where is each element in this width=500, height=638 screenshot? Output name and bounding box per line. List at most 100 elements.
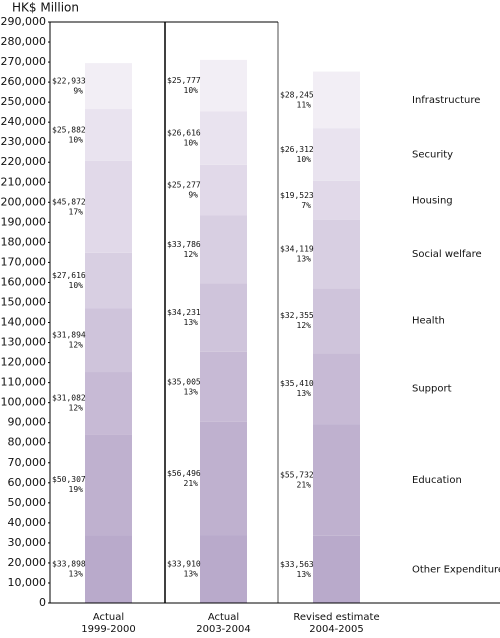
share-label: 10% [184, 86, 199, 95]
y-tick-label: 0 [39, 596, 46, 609]
share-label: 13% [297, 389, 312, 398]
y-tick-label: 130,000 [1, 336, 47, 349]
y-tick-label: 120,000 [1, 356, 47, 369]
share-label: 13% [69, 570, 84, 579]
value-label: $25,777 [167, 76, 201, 85]
y-tick-label: 250,000 [1, 95, 47, 108]
axis-title: HK$ Million [12, 1, 79, 15]
y-tick-label: 40,000 [8, 516, 47, 529]
value-label: $35,410 [280, 379, 314, 388]
value-label: $33,563 [280, 560, 314, 569]
bar-segment [313, 71, 360, 129]
share-label: 12% [69, 341, 84, 350]
y-tick-label: 10,000 [8, 576, 47, 589]
bar-segment [200, 351, 247, 422]
bar-segment [85, 308, 132, 373]
share-label: 13% [297, 570, 312, 579]
share-label: 11% [297, 100, 312, 109]
bar-segment [85, 160, 132, 253]
y-tick-label: 110,000 [1, 376, 47, 389]
y-tick-label: 290,000 [1, 15, 47, 28]
value-label: $35,005 [167, 377, 201, 386]
legend-label: Security [412, 150, 453, 161]
share-label: 13% [184, 570, 199, 579]
share-label: 12% [297, 321, 312, 330]
value-label: $32,355 [280, 311, 314, 320]
y-tick-label: 20,000 [8, 556, 47, 569]
y-tick-label: 170,000 [1, 255, 47, 268]
bar-segment [313, 128, 360, 181]
y-tick-label: 60,000 [8, 476, 47, 489]
y-tick-label: 50,000 [8, 496, 47, 509]
value-label: $34,119 [280, 245, 314, 254]
legend-label: Education [412, 475, 462, 486]
y-tick-label: 220,000 [1, 155, 47, 168]
x-tick-label: Actual 1999-2000 [81, 612, 136, 635]
bar-segment [85, 63, 132, 110]
legend-label: Other Expenditure [412, 564, 500, 575]
value-label: $56,496 [167, 469, 201, 478]
bar-segment [85, 434, 132, 536]
share-label: 9% [73, 87, 83, 96]
share-label: 12% [184, 250, 199, 259]
x-tick-label: Revised estimate 2004-2005 [293, 612, 380, 635]
share-label: 10% [297, 155, 312, 164]
value-label: $28,245 [280, 90, 314, 99]
legend-label: Social welfare [412, 249, 482, 260]
share-label: 21% [184, 479, 199, 488]
share-label: 17% [69, 207, 84, 216]
bar-segment [313, 353, 360, 425]
y-tick-label: 200,000 [1, 195, 47, 208]
bar-segment [200, 111, 247, 165]
share-label: 13% [184, 318, 199, 327]
bar-segment [313, 424, 360, 536]
y-tick-label: 240,000 [1, 115, 47, 128]
y-tick-label: 230,000 [1, 135, 47, 148]
x-tick-label: Actual 2003-2004 [196, 612, 251, 635]
share-label: 10% [69, 281, 84, 290]
share-label: 7% [301, 201, 311, 210]
value-label: $45,872 [52, 197, 86, 206]
bar-segment [85, 252, 132, 309]
value-label: $33,898 [52, 560, 86, 569]
value-label: $31,082 [52, 394, 86, 403]
value-label: $19,523 [280, 191, 314, 200]
share-label: 10% [69, 135, 84, 144]
y-tick-label: 30,000 [8, 536, 47, 549]
legend-label: Housing [412, 195, 453, 206]
share-label: 21% [297, 480, 312, 489]
y-tick-label: 190,000 [1, 215, 47, 228]
bar-segment [313, 180, 360, 220]
y-tick-label: 210,000 [1, 175, 47, 188]
y-tick-label: 90,000 [8, 416, 47, 429]
bar-segment [200, 59, 247, 112]
bar-segment [200, 164, 247, 216]
bar-segment [85, 372, 132, 435]
legend-label: Health [412, 316, 445, 327]
value-label: $27,616 [52, 271, 86, 280]
share-label: 13% [184, 387, 199, 396]
y-tick-label: 80,000 [8, 436, 47, 449]
value-label: $22,933 [52, 77, 86, 86]
y-tick-label: 270,000 [1, 55, 47, 68]
value-label: $50,307 [52, 475, 86, 484]
bar-segment [200, 283, 247, 352]
y-tick-label: 280,000 [1, 35, 47, 48]
legend-label: Support [412, 384, 452, 395]
value-label: $31,894 [52, 331, 86, 340]
bar-segment [200, 421, 247, 536]
value-label: $33,786 [167, 240, 201, 249]
y-tick-label: 70,000 [8, 456, 47, 469]
bar-segment [200, 535, 247, 603]
y-tick-label: 160,000 [1, 275, 47, 288]
share-label: 19% [69, 485, 84, 494]
y-tick-label: 180,000 [1, 235, 47, 248]
bar-segment [85, 109, 132, 161]
bar-segment [313, 535, 360, 603]
value-label: $34,231 [167, 308, 201, 317]
share-label: 13% [297, 255, 312, 264]
y-tick-label: 260,000 [1, 75, 47, 88]
value-label: $25,277 [167, 181, 201, 190]
value-label: $26,312 [280, 145, 314, 154]
